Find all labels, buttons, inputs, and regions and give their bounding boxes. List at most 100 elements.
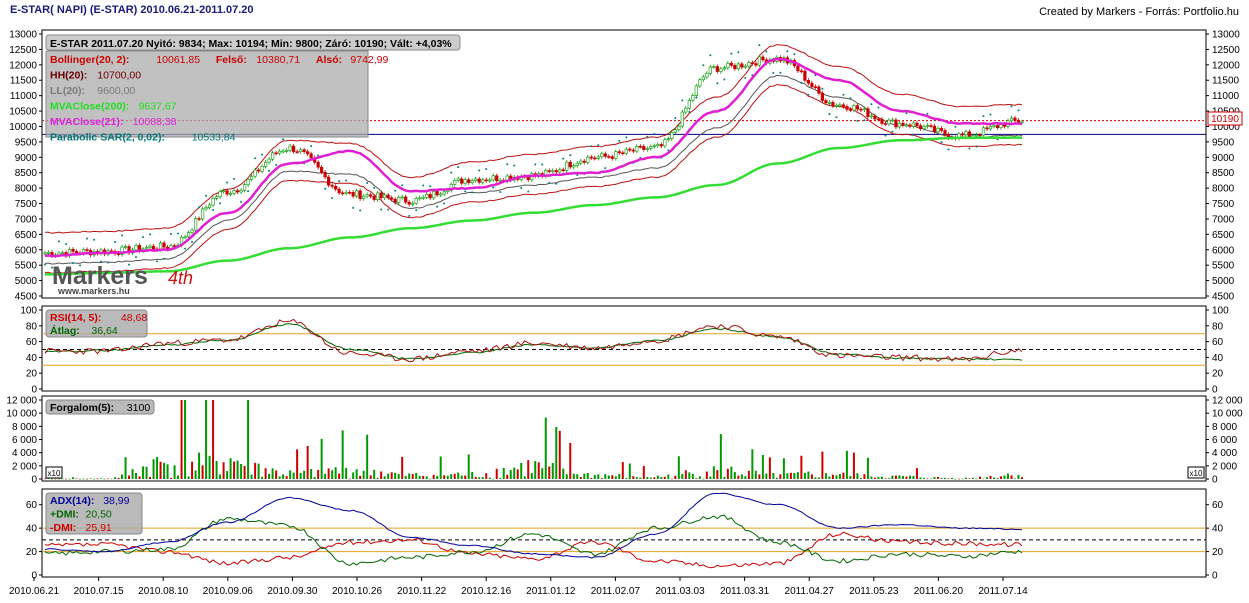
- volume-bar: [772, 473, 775, 479]
- x-tick-label: 2011.02.07: [591, 586, 641, 597]
- volume-bar: [58, 478, 61, 480]
- sar-dot: [240, 200, 243, 203]
- rsi-ytick-label-left: 80: [26, 321, 38, 332]
- candle-body: [831, 102, 835, 107]
- volume-bar: [971, 477, 974, 479]
- candle-body: [887, 119, 891, 125]
- rsi-ytick-label-left: 100: [20, 306, 37, 317]
- rsi-legend-label: RSI(14, 5):: [50, 312, 101, 324]
- candle-body: [551, 170, 555, 172]
- price-ytick-label-right: 13000: [1212, 30, 1240, 41]
- sar-dot: [863, 119, 866, 122]
- candle-body: [656, 144, 660, 147]
- volume-bar: [674, 475, 677, 479]
- candle-body: [481, 179, 485, 183]
- volume-bar: [131, 469, 134, 479]
- candle-body: [757, 56, 761, 66]
- volume-bar: [719, 434, 722, 479]
- adx-legend: ADX(14): 38,99 +DMI: 20,50 -DMI: 25,91: [45, 492, 143, 535]
- sar-dot: [828, 113, 831, 116]
- volume-bar: [684, 470, 687, 479]
- candle-body: [183, 236, 187, 239]
- volume-bar: [502, 468, 505, 479]
- candle-body: [495, 175, 499, 182]
- credit-text: Created by Markers - Forrás: Portfolio.h…: [1039, 6, 1239, 18]
- sar-dot: [163, 257, 166, 260]
- rsi-ytick-label-left: 0: [31, 385, 37, 396]
- sar-dot: [177, 232, 180, 235]
- volume-bar: [79, 478, 82, 480]
- volume-bar: [887, 478, 890, 479]
- candle-body: [239, 189, 243, 193]
- volume-bar: [807, 471, 810, 479]
- sar-dot: [114, 240, 117, 243]
- sar-dot: [373, 186, 376, 189]
- x-tick-label: 2010.08.10: [138, 586, 188, 597]
- sar-dot: [135, 256, 138, 259]
- candle-body: [320, 166, 324, 173]
- candle-body: [547, 170, 551, 172]
- candle-body: [425, 194, 429, 198]
- x-tick-label: 2010.06.21: [9, 586, 59, 597]
- candle-body: [193, 218, 198, 231]
- sar-dot: [394, 189, 397, 192]
- sar-dot: [65, 243, 68, 246]
- candle-body: [60, 252, 65, 254]
- sar-dot: [198, 206, 201, 209]
- sar-dot: [877, 106, 880, 109]
- sar-dot: [856, 119, 859, 122]
- volume-bar: [380, 471, 383, 479]
- sar-dot: [569, 154, 572, 157]
- volume-bar: [726, 468, 729, 479]
- volume-bar: [831, 474, 834, 479]
- adx-legend-value: 38,99: [103, 495, 129, 507]
- candle-body: [134, 245, 138, 251]
- candle-body: [673, 129, 677, 133]
- candle-body: [414, 198, 418, 204]
- sar-dot: [975, 145, 978, 148]
- candle-body: [85, 249, 89, 251]
- price-ytick-label-left: 8000: [15, 184, 38, 195]
- candle-body: [267, 158, 271, 163]
- volume-legend-label: Forgalom(5):: [50, 402, 114, 414]
- price-legend-value: 10533,84: [192, 132, 236, 144]
- volume-bar: [138, 476, 141, 479]
- candle-body: [712, 66, 716, 68]
- volume-legend: Forgalom(5): 3100 x10 x10: [45, 399, 1205, 479]
- volume-bar: [859, 477, 862, 479]
- candle-body: [894, 119, 898, 128]
- sar-dot: [604, 167, 607, 170]
- volume-bar: [121, 474, 124, 479]
- price-ytick-label-right: 12000: [1212, 60, 1240, 71]
- adx-legend-value: 20,50: [86, 509, 112, 521]
- candle-body: [810, 82, 814, 88]
- volume-bar: [660, 477, 663, 479]
- volume-bar: [590, 477, 593, 479]
- volume-bar: [236, 460, 239, 479]
- candle-body: [628, 148, 632, 151]
- last-price-tag: 10190: [1207, 111, 1243, 126]
- vol-ytick-label-left: 8 000: [12, 422, 37, 433]
- candle-body: [820, 92, 824, 101]
- price-legend-extra-label: Felső:: [216, 54, 247, 66]
- candle-body: [1013, 117, 1017, 121]
- volume-bar: [569, 442, 572, 479]
- sar-dot: [58, 240, 61, 243]
- sar-dot: [317, 154, 320, 157]
- volume-panel-frame: [41, 395, 1207, 482]
- volume-bar: [418, 475, 421, 479]
- volume-bar: [1021, 477, 1023, 479]
- candle-body: [334, 186, 338, 190]
- price-ytick-label-left: 10500: [9, 107, 37, 118]
- volume-bar: [712, 466, 715, 479]
- price-ytick-label-right: 11000: [1212, 91, 1240, 102]
- vol-ytick-label-right: 0: [1212, 475, 1218, 486]
- sar-dot: [205, 194, 208, 197]
- candle-body: [883, 123, 888, 125]
- vol-ytick-label-right: 8 000: [1212, 422, 1237, 433]
- volume-bar: [411, 474, 414, 479]
- candle-body: [901, 122, 905, 126]
- candle-body: [617, 151, 621, 154]
- volume-bar: [443, 475, 446, 479]
- adx-ytick-label-left: 20: [26, 547, 38, 558]
